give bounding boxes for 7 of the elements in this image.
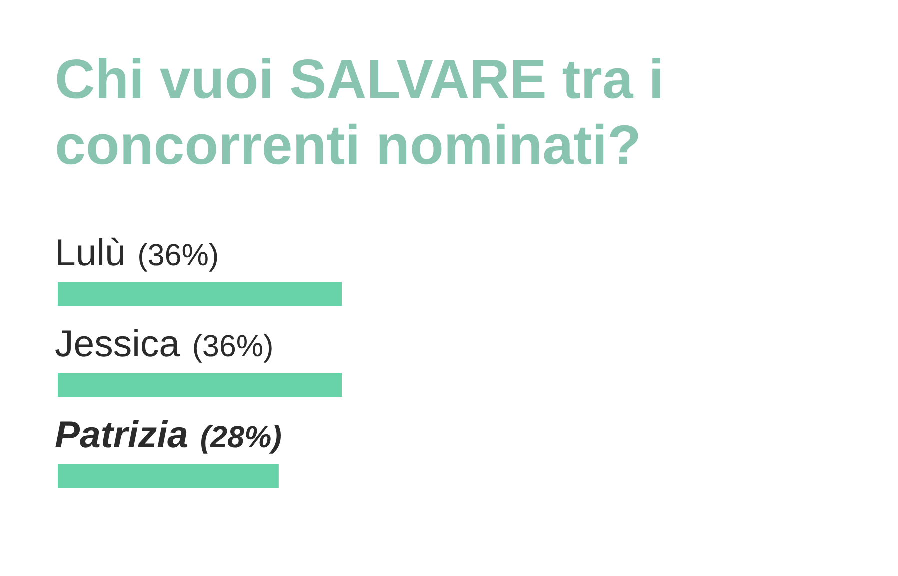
y-tick-label: Patrizia [56,420,188,448]
y-tick-label: Jessica [56,329,180,357]
data-label: (28%) [201,425,281,454]
data-label: (36%) [140,243,218,272]
data-label: (36%) [194,334,272,363]
y-tick-label: Lulù [58,238,124,266]
chart-title: Chi vuoi SALVARE tra i concorrenti nominati? [57,58,660,165]
